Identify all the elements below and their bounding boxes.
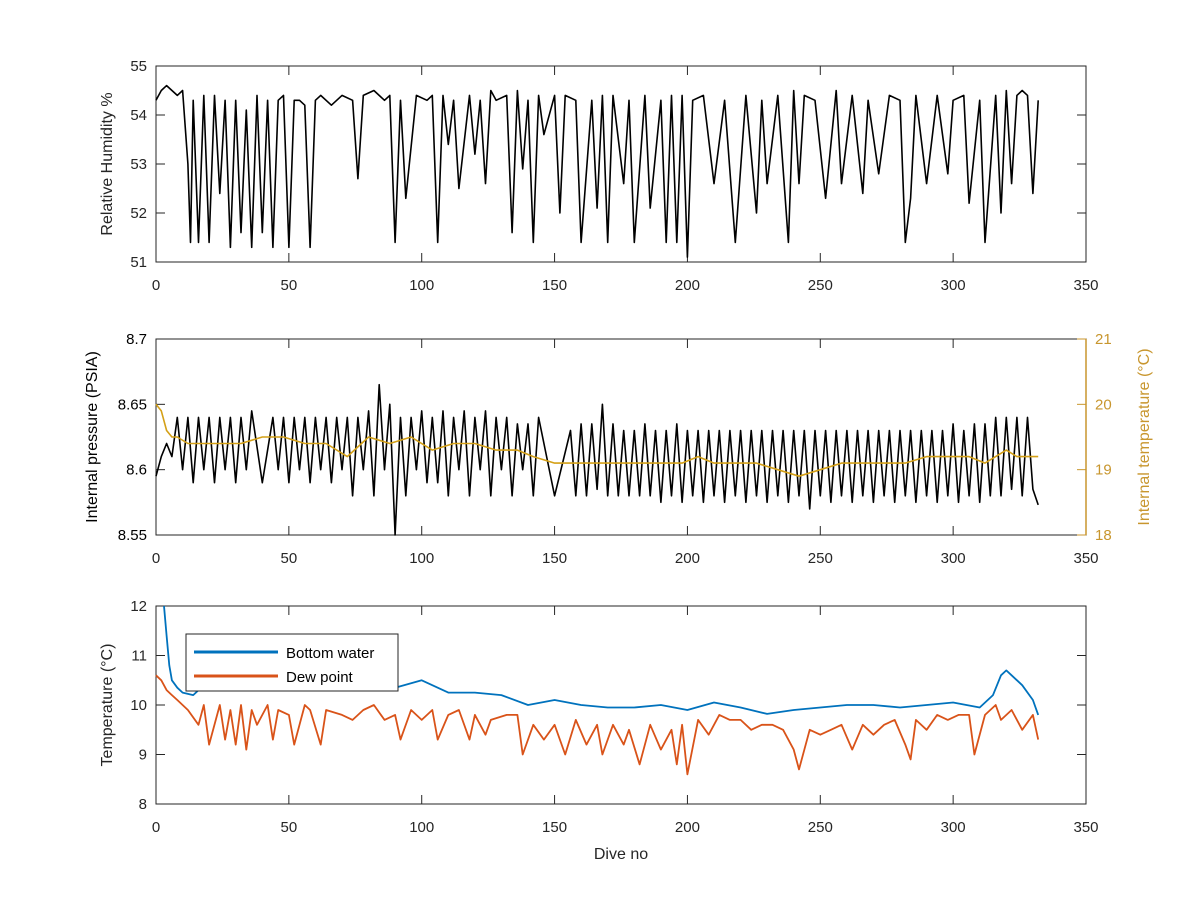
y-tick-label: 8.65	[118, 396, 147, 413]
y-tick-label: 8	[139, 796, 147, 813]
x-tick-label: 200	[675, 819, 700, 836]
y-tick-label: 8.7	[126, 331, 147, 348]
y-tick-label: 8.55	[118, 527, 147, 544]
x-tick-label: 250	[808, 819, 833, 836]
series-group	[155, 383, 1039, 536]
x-tick-label: 150	[542, 819, 567, 836]
x-tick-label: 50	[281, 550, 298, 567]
panel-relative-humidity: 0 50 100 150 200 250 300 350 51 52 53 54 55 Relative…	[99, 58, 1099, 294]
x-tick-label: 50	[281, 819, 298, 836]
y-tick-label: 12	[130, 598, 147, 615]
tick-group: 0 50 100 150 200 250 300 350 8.55 8.6 8.65 8.7 18 19 2…	[118, 331, 1112, 567]
y2-tick-label: 19	[1095, 462, 1112, 479]
x-tick-label: 0	[152, 819, 160, 836]
series-mid-0-line	[155, 383, 1039, 536]
series-group	[155, 84, 1039, 258]
x-tick-label: 350	[1073, 277, 1098, 294]
x-tick-label: 250	[808, 277, 833, 294]
x-tick-label: 200	[675, 277, 700, 294]
x-tick-label: 100	[409, 819, 434, 836]
series-mid-1-line	[155, 403, 1039, 478]
x-tick-label: 350	[1073, 819, 1098, 836]
y-axis-label: Temperature (°C)	[99, 644, 116, 767]
y-tick-label: 51	[130, 254, 147, 271]
x-tick-label: 300	[941, 550, 966, 567]
x-tick-label: 0	[152, 550, 160, 567]
x-axis-label: Dive no	[594, 846, 648, 863]
y2-tick-label: 21	[1095, 331, 1112, 348]
tick-group: 0 50 100 150 200 250 300 350 51 52 53 54 55	[130, 58, 1098, 294]
y2-tick-label: 18	[1095, 527, 1112, 544]
x-tick-label: 100	[409, 550, 434, 567]
x-tick-label: 300	[941, 277, 966, 294]
panel-temperature: 0 50 100 150 200 250 300 350 8 9 10 11 12 Temperatur…	[99, 598, 1099, 863]
y-tick-label: 53	[130, 156, 147, 173]
x-tick-label: 50	[281, 277, 298, 294]
y-tick-label: 9	[139, 747, 147, 764]
y-tick-label: 11	[131, 648, 147, 665]
panel-internal-pressure: 0 50 100 150 200 250 300 350 8.55 8.6 8.65 8.7 18 19 2…	[84, 331, 1153, 567]
x-tick-label: 100	[409, 277, 434, 294]
tick-group: 0 50 100 150 200 250 300 350 8 9 10 11 12	[130, 598, 1098, 836]
series-top-0-line	[155, 84, 1039, 258]
series-dew-point-line	[155, 674, 1040, 776]
x-tick-label: 150	[542, 550, 567, 567]
x-tick-label: 250	[808, 550, 833, 567]
y-tick-label: 55	[130, 58, 147, 75]
x-tick-label: 350	[1073, 550, 1098, 567]
legend-label-bottom-water: Bottom water	[286, 645, 374, 662]
y-tick-label: 54	[130, 107, 147, 124]
legend: Bottom water Dew point	[185, 633, 399, 692]
x-tick-label: 300	[941, 819, 966, 836]
x-tick-label: 200	[675, 550, 700, 567]
y-tick-label: 10	[130, 697, 147, 714]
x-tick-label: 150	[542, 277, 567, 294]
legend-box	[185, 633, 399, 692]
x-tick-label: 0	[152, 277, 160, 294]
y-tick-label: 52	[130, 205, 147, 222]
legend-label-dew-point: Dew point	[286, 669, 354, 686]
y2-tick-label: 20	[1095, 396, 1112, 413]
y2-axis-label: Internal temperature (°C)	[1136, 348, 1153, 525]
y-tick-label: 8.6	[126, 462, 147, 479]
y-axis-label: Internal pressure (PSIA)	[84, 351, 101, 523]
y-axis-label: Relative Humidity %	[99, 92, 116, 235]
